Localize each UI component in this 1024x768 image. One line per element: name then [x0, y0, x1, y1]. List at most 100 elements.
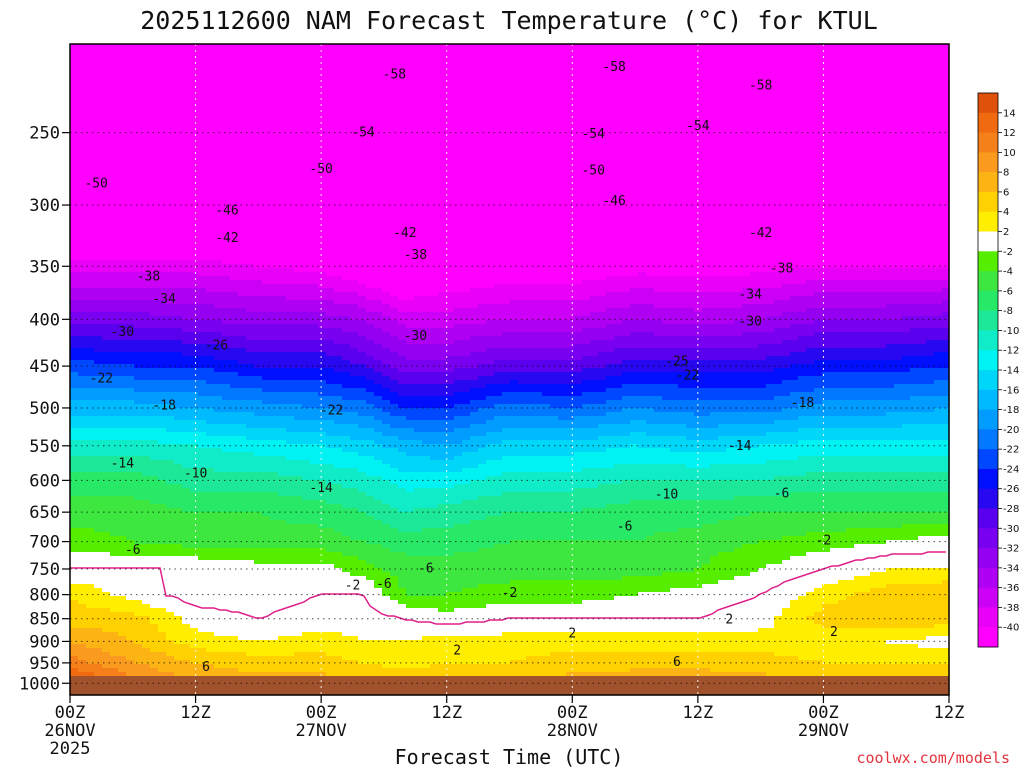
temperature-cell — [662, 336, 671, 349]
temperature-cell — [830, 664, 839, 685]
temperature-cell — [206, 384, 215, 397]
temperature-cell — [198, 288, 207, 305]
temperature-cell — [262, 340, 271, 353]
temperature-cell — [78, 660, 87, 673]
temperature-cell — [750, 544, 759, 573]
temperature-cell — [782, 340, 791, 357]
temperature-cell — [710, 388, 719, 401]
temperature-cell — [878, 372, 887, 389]
temperature-cell — [598, 484, 607, 509]
temperature-cell — [294, 324, 303, 341]
temperature-cell — [302, 272, 311, 285]
temperature-cell — [526, 540, 535, 581]
temperature-cell — [342, 508, 351, 537]
temperature-cell — [886, 332, 895, 345]
temperature-cell — [358, 284, 367, 297]
temperature-cell — [590, 452, 599, 469]
temperature-cell — [302, 460, 311, 481]
temperature-cell — [750, 412, 759, 425]
temperature-cell — [494, 284, 503, 305]
temperature-cell — [118, 428, 127, 441]
temperature-cell — [742, 436, 751, 449]
temperature-cell — [494, 584, 503, 605]
temperature-cell — [70, 472, 79, 497]
temperature-cell — [182, 44, 191, 261]
temperature-cell — [262, 440, 271, 457]
temperature-cell — [398, 312, 407, 325]
temperature-cell — [470, 336, 479, 353]
temperature-cell — [238, 412, 247, 425]
temperature-cell — [126, 300, 135, 313]
temperature-cell — [614, 448, 623, 465]
temperature-cell — [854, 44, 863, 269]
temperature-cell — [750, 44, 759, 273]
temperature-cell — [334, 632, 343, 657]
colorbar-swatch — [978, 449, 998, 470]
temperature-cell — [790, 44, 799, 269]
temperature-cell — [198, 512, 207, 549]
temperature-cell — [190, 468, 199, 493]
temperature-cell — [614, 436, 623, 449]
temperature-cell — [254, 656, 263, 673]
temperature-cell — [622, 436, 631, 449]
temperature-cell — [414, 312, 423, 329]
temperature-cell — [382, 548, 391, 573]
temperature-cell — [894, 512, 903, 529]
temperature-cell — [782, 300, 791, 313]
temperature-cell — [742, 320, 751, 333]
temperature-cell — [942, 328, 950, 341]
temperature-cell — [926, 636, 935, 649]
temperature-cell — [558, 512, 567, 541]
y-tick-label: 600 — [29, 471, 60, 491]
temperature-cell — [278, 496, 287, 521]
temperature-cell — [430, 408, 439, 421]
temperature-cell — [110, 300, 119, 313]
temperature-cell — [806, 428, 815, 441]
colorbar-swatch — [978, 310, 998, 331]
temperature-cell — [894, 400, 903, 413]
temperature-cell — [126, 600, 135, 613]
temperature-cell — [862, 440, 871, 457]
contour-label: -30 — [738, 314, 761, 329]
temperature-cell — [702, 500, 711, 525]
temperature-cell — [318, 352, 327, 369]
temperature-cell — [566, 372, 575, 385]
temperature-cell — [678, 348, 687, 361]
temperature-cell — [382, 332, 391, 349]
temperature-cell — [502, 392, 511, 405]
temperature-cell — [190, 304, 199, 321]
temperature-cell — [174, 328, 183, 341]
temperature-cell — [286, 368, 295, 381]
temperature-cell — [798, 440, 807, 457]
temperature-cell — [702, 416, 711, 429]
temperature-cell — [238, 548, 247, 561]
temperature-cell — [910, 512, 919, 525]
temperature-cell — [614, 308, 623, 325]
temperature-cell — [670, 276, 679, 293]
temperature-cell — [654, 480, 663, 501]
temperature-cell — [358, 320, 367, 337]
temperature-cell — [558, 440, 567, 457]
temperature-cell — [262, 416, 271, 429]
temperature-cell — [286, 300, 295, 313]
temperature-cell — [518, 580, 527, 605]
y-axis: 2503003504004505005506006507007508008509… — [19, 124, 70, 694]
temperature-cell — [798, 536, 807, 557]
temperature-cell — [494, 496, 503, 517]
temperature-cell — [358, 640, 367, 665]
temperature-cell — [910, 568, 919, 585]
temperature-cell — [158, 504, 167, 545]
temperature-cell — [550, 540, 559, 581]
temperature-cell — [398, 372, 407, 385]
temperature-cell — [422, 360, 431, 373]
temperature-cell — [446, 344, 455, 357]
temperature-cell — [206, 652, 215, 665]
temperature-cell — [926, 412, 935, 425]
temperature-cell — [294, 548, 303, 565]
temperature-cell — [462, 484, 471, 501]
temperature-cell — [382, 480, 391, 505]
temperature-cell — [822, 532, 831, 553]
temperature-cell — [430, 528, 439, 557]
temperature-cell — [846, 308, 855, 321]
temperature-cell — [838, 320, 847, 333]
